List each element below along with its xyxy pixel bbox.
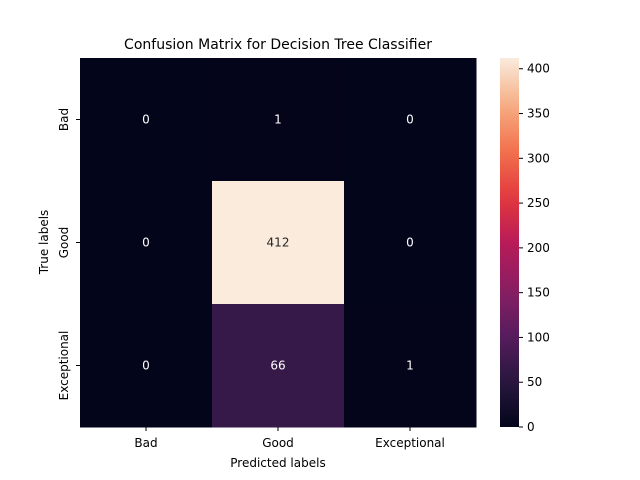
heatmap-cell	[344, 304, 477, 428]
y-tick-label: Bad	[57, 108, 71, 131]
cell-value-label: 1	[406, 359, 414, 373]
heatmap-cell	[212, 58, 345, 182]
cell-value-label: 0	[406, 113, 414, 127]
colorbar-tick-label: 400	[527, 62, 550, 76]
y-tick-label: Exceptional	[57, 331, 71, 401]
colorbar-tick-label: 100	[527, 330, 550, 344]
cell-value-label: 1	[274, 113, 282, 127]
y-axis-label: True labels	[37, 210, 51, 276]
heatmap-cell	[344, 181, 477, 305]
cell-value-label: 0	[142, 113, 150, 127]
colorbar	[500, 58, 519, 427]
y-tick-label: Good	[57, 227, 71, 259]
cell-value-label: 412	[267, 236, 290, 250]
heatmap-cell	[344, 58, 477, 182]
heatmap-cell	[212, 304, 345, 428]
colorbar-tick-label: 300	[527, 151, 550, 165]
x-tick-label: Good	[262, 436, 294, 450]
colorbar-tick-label: 350	[527, 107, 550, 121]
cell-value-label: 0	[406, 236, 414, 250]
colorbar-tick-label: 200	[527, 241, 550, 255]
heatmap-cell-labels: 0 1 0 0 412 0 0 66 1	[142, 113, 414, 373]
heatmap-cell	[80, 304, 213, 428]
cell-value-label: 0	[142, 359, 150, 373]
heatmap-cell	[80, 181, 213, 305]
colorbar-tick-label: 50	[527, 375, 542, 389]
heatmap-cells	[80, 58, 477, 428]
colorbar-ticks: 0 50 100 150 200 250 300 350 400	[519, 62, 550, 434]
colorbar-tick-label: 150	[527, 286, 550, 300]
y-axis-ticks: Bad Good Exceptional	[57, 108, 80, 400]
heatmap-cell	[80, 58, 213, 182]
x-tick-label: Bad	[134, 436, 157, 450]
cell-value-label: 66	[270, 359, 285, 373]
heatmap-cell	[212, 181, 345, 305]
x-axis-label: Predicted labels	[230, 456, 325, 470]
colorbar-tick-label: 0	[527, 420, 535, 434]
chart-title: Confusion Matrix for Decision Tree Class…	[124, 37, 432, 53]
x-axis-ticks: Bad Good Exceptional	[134, 427, 445, 450]
colorbar-tick-label: 250	[527, 196, 550, 210]
cell-value-label: 0	[142, 236, 150, 250]
x-tick-label: Exceptional	[375, 436, 445, 450]
